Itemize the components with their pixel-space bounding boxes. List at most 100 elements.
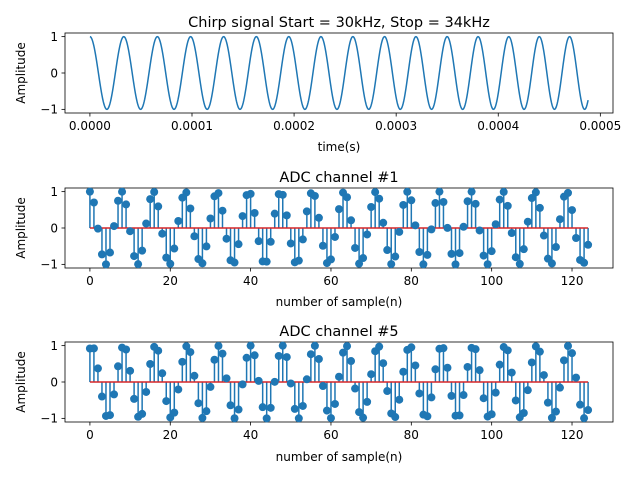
- adc5-stem-marker: [576, 400, 585, 409]
- adc5-stem-marker: [206, 382, 215, 391]
- adc1-stem-marker: [539, 231, 548, 240]
- adc5-stem-marker: [250, 351, 259, 360]
- adc1-xtick-label: 120: [561, 274, 584, 288]
- panel-adc-1: ADC channel #1 0 20 40 60 80 100 120 −1 0 1 numb…: [14, 170, 614, 309]
- adc5-xtick-group: 0 20 40 60 80 100 120: [86, 422, 583, 442]
- chirp-signal-group: [89, 35, 589, 111]
- adc5-stem-marker: [471, 345, 480, 354]
- adc1-stem-marker: [335, 205, 343, 214]
- adc5-stem-marker: [186, 348, 195, 357]
- adc1-stem-marker: [254, 237, 263, 246]
- adc5-stem-marker: [535, 347, 544, 356]
- adc5-xtick-label: 80: [404, 428, 419, 442]
- adc1-xlabel: number of sample(n): [276, 295, 403, 309]
- adc5-stem-marker: [105, 411, 114, 420]
- adc5-xlabel: number of sample(n): [276, 450, 403, 464]
- adc1-stem-marker: [170, 244, 179, 253]
- adc5-stem-marker: [347, 357, 356, 366]
- adc1-stem-marker: [399, 200, 408, 209]
- chirp-ytick-label: 0: [50, 66, 58, 80]
- adc5-stem-marker: [182, 342, 191, 351]
- panel-adc-5: ADC channel #5 0 20 40 60 80 100 120 −1 0 1 numb…: [14, 324, 614, 464]
- adc1-stem-marker: [511, 253, 520, 262]
- adc5-stem-marker: [555, 383, 564, 392]
- chirp-xtick-label: 0.0001: [171, 119, 213, 133]
- adc1-stem-marker: [166, 259, 175, 268]
- adc1-stem-marker: [114, 196, 123, 205]
- chirp-xtick-label: 0.0003: [375, 119, 417, 133]
- chirp-xtick-label: 0.0004: [477, 119, 519, 133]
- adc1-stem-marker: [391, 252, 400, 261]
- adc1-stem-marker: [463, 197, 472, 206]
- chirp-xtick-label: 0.0002: [273, 119, 315, 133]
- adc1-stem-marker: [375, 194, 384, 203]
- adc5-stem-marker: [431, 365, 440, 374]
- adc5-stem-marker: [572, 373, 581, 382]
- adc5-stem-marker: [242, 353, 251, 362]
- adc1-stem-marker: [467, 187, 476, 196]
- adc1-stem-marker: [122, 200, 131, 209]
- adc1-stem-marker: [423, 250, 432, 259]
- adc5-stem-marker: [459, 391, 468, 400]
- adc1-xtick-label: 20: [163, 274, 178, 288]
- adc1-stem-marker: [190, 232, 199, 241]
- adc5-stem-marker: [262, 414, 271, 423]
- adc5-stem-marker: [294, 414, 303, 423]
- adc1-stem-marker: [451, 260, 460, 269]
- adc1-stem-marker: [547, 259, 556, 268]
- adc5-stem-marker: [375, 342, 384, 351]
- chirp-xtick-group: 0.0000 0.0001 0.0002 0.0003 0.0004 0.0005: [69, 113, 621, 133]
- adc5-stem-marker: [495, 360, 504, 369]
- adc1-stem-marker: [162, 253, 171, 262]
- adc1-stem-marker: [387, 260, 396, 269]
- adc5-stem-marker: [170, 408, 179, 417]
- adc1-xtick-group: 0 20 40 60 80 100 120: [86, 268, 583, 288]
- adc1-stem-marker: [531, 188, 540, 197]
- adc5-stem-marker: [314, 355, 323, 364]
- adc1-stem-marker: [447, 249, 456, 258]
- adc1-stem-marker: [85, 187, 94, 196]
- adc5-stem-marker: [463, 362, 472, 371]
- adc5-stem-marker: [355, 408, 364, 417]
- adc5-stem-marker: [351, 384, 360, 393]
- adc5-stem-marker: [395, 395, 404, 404]
- adc5-stem-marker: [190, 371, 199, 380]
- adc1-stem-marker: [459, 222, 468, 231]
- chirp-title: Chirp signal Start = 30kHz, Stop = 34kHz: [188, 15, 490, 31]
- adc5-stem-marker: [138, 409, 147, 418]
- adc1-stem-marker: [495, 195, 504, 204]
- adc1-stem-marker: [443, 223, 452, 232]
- adc1-stem-marker: [214, 189, 223, 198]
- adc1-stem-marker: [105, 248, 114, 257]
- adc1-stem-marker: [491, 220, 500, 229]
- adc5-stem-marker: [383, 387, 392, 396]
- adc1-stem-marker: [435, 187, 444, 196]
- adc1-stem-marker: [93, 224, 102, 233]
- adc1-stem-marker: [294, 256, 303, 265]
- adc5-stem-marker: [310, 341, 319, 350]
- adc1-stem-marker: [202, 242, 211, 251]
- adc5-stem-group: [85, 341, 593, 423]
- adc1-stem-marker: [343, 193, 352, 202]
- chirp-ytick-label: 1: [50, 30, 58, 44]
- adc5-stem-marker: [455, 411, 464, 420]
- adc5-xtick-label: 20: [163, 428, 178, 442]
- adc1-xtick-label: 40: [243, 274, 258, 288]
- adc5-stem-marker: [89, 344, 98, 353]
- adc5-stem-marker: [154, 346, 163, 355]
- adc1-stem-marker: [146, 195, 155, 204]
- adc1-stem-marker: [310, 191, 319, 200]
- adc1-stem-marker: [110, 222, 119, 231]
- adc1-stem-marker: [298, 235, 307, 244]
- adc5-stem-marker: [210, 355, 219, 364]
- adc5-stem-marker: [559, 356, 568, 365]
- adc1-stem-marker: [499, 187, 508, 196]
- adc5-stem-marker: [503, 346, 512, 355]
- panel-chirp: Chirp signal Start = 30kHz, Stop = 34kHz…: [14, 15, 621, 154]
- adc5-xtick-label: 120: [561, 428, 584, 442]
- adc5-stem-marker: [97, 392, 106, 401]
- adc5-stem-marker: [359, 413, 368, 422]
- adc1-stem-marker: [282, 211, 291, 220]
- adc1-stem-marker: [318, 241, 327, 250]
